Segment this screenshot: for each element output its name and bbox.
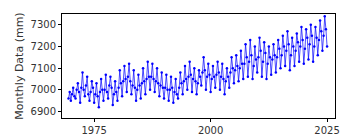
svg-text:7000: 7000	[31, 84, 56, 95]
svg-text:7300: 7300	[31, 19, 56, 30]
svg-text:1975: 1975	[81, 125, 106, 136]
svg-text:6900: 6900	[31, 106, 56, 117]
svg-text:2000: 2000	[198, 125, 223, 136]
svg-text:7200: 7200	[31, 41, 56, 52]
svg-text:Monthly Data (mm): Monthly Data (mm)	[13, 12, 26, 119]
svg-text:2025: 2025	[314, 125, 339, 136]
svg-text:7100: 7100	[31, 63, 56, 74]
